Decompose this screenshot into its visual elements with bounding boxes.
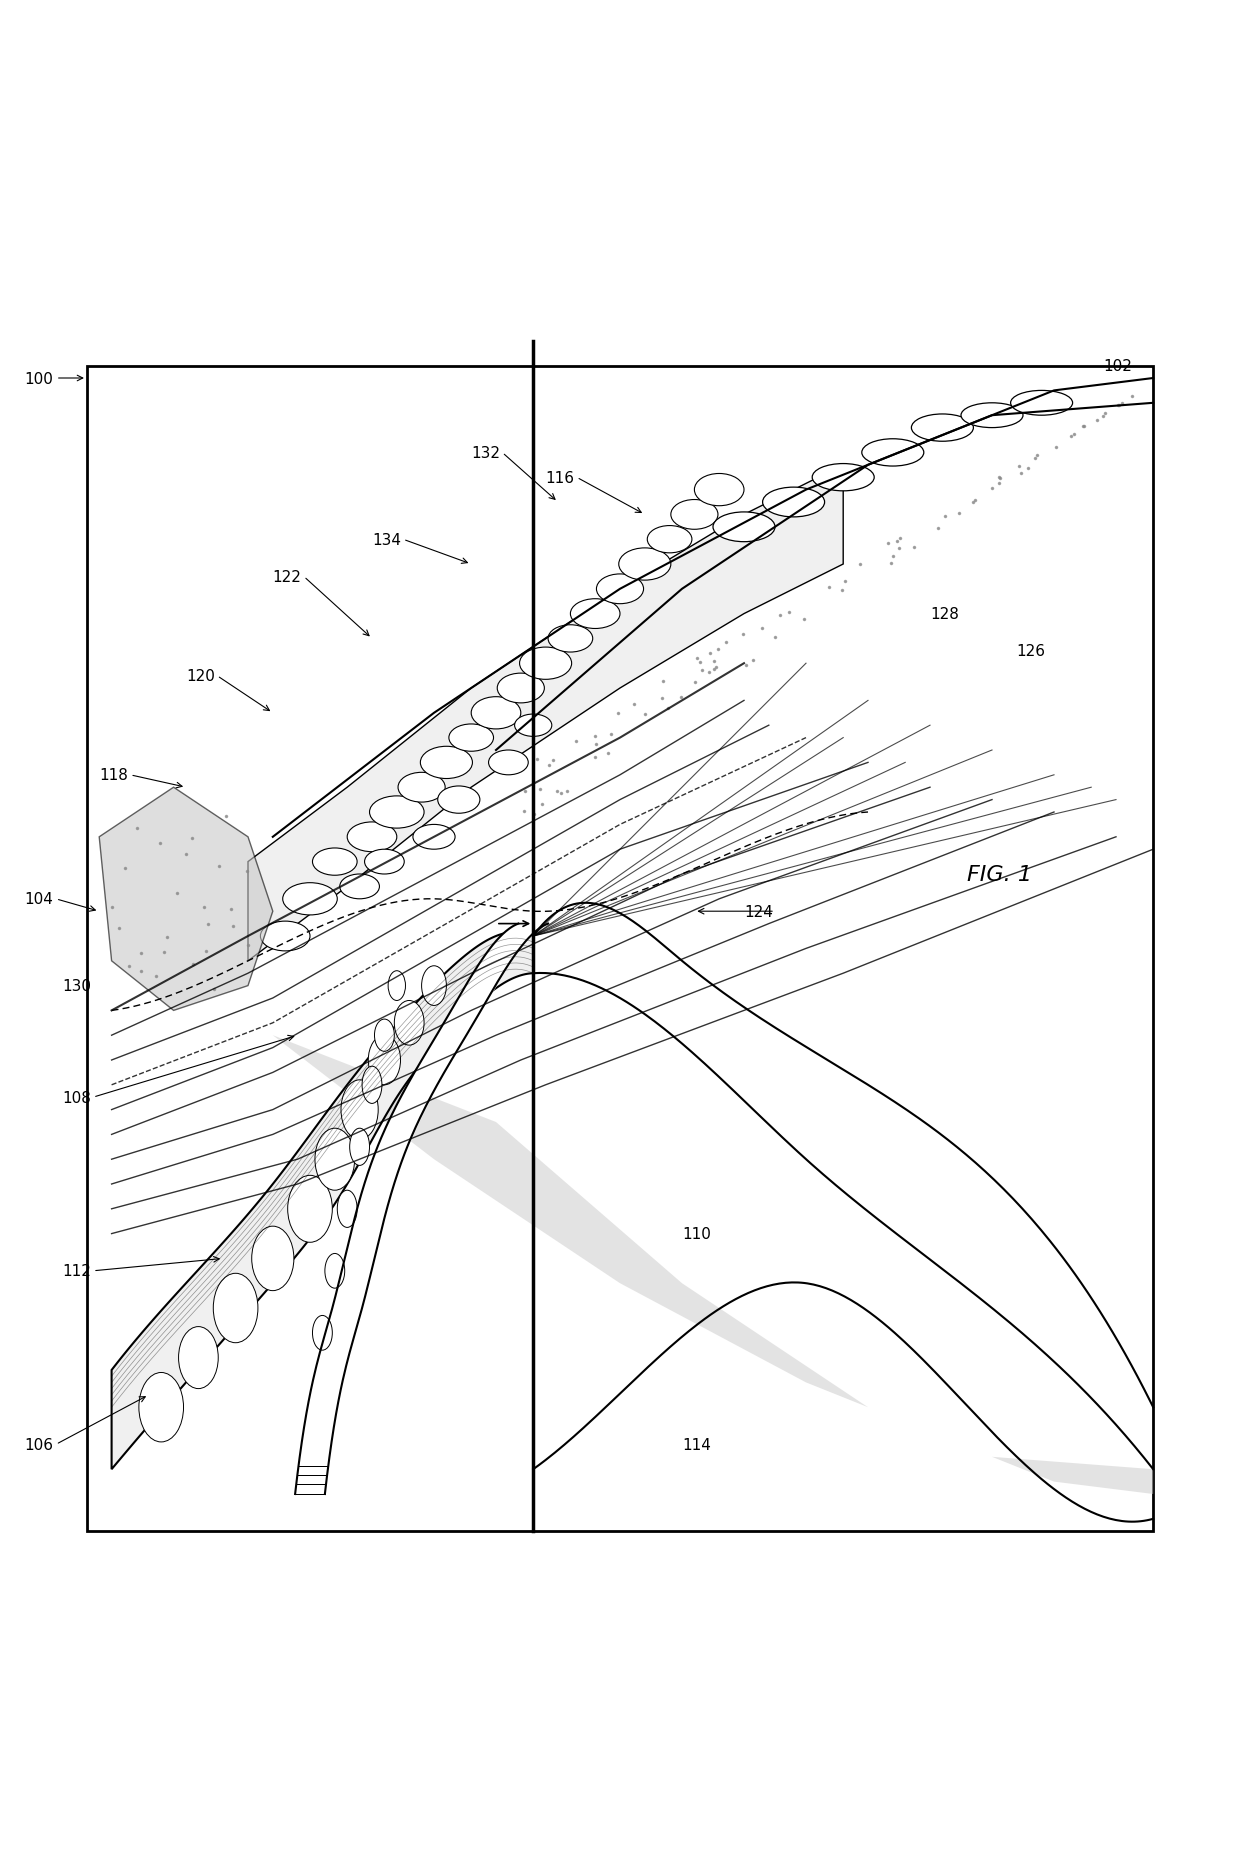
Ellipse shape	[763, 487, 825, 517]
Ellipse shape	[365, 850, 404, 875]
Ellipse shape	[671, 500, 718, 530]
Ellipse shape	[139, 1373, 184, 1442]
Polygon shape	[99, 789, 273, 1011]
Ellipse shape	[179, 1326, 218, 1390]
Text: 124: 124	[744, 905, 773, 920]
Ellipse shape	[370, 796, 424, 828]
Ellipse shape	[647, 526, 692, 554]
Ellipse shape	[520, 648, 572, 680]
Text: 104: 104	[25, 892, 53, 907]
Ellipse shape	[862, 440, 924, 466]
Ellipse shape	[911, 414, 973, 442]
Text: 118: 118	[99, 768, 128, 783]
Text: 114: 114	[682, 1437, 711, 1452]
Ellipse shape	[315, 1129, 355, 1191]
Ellipse shape	[388, 972, 405, 1000]
Text: 106: 106	[25, 1437, 53, 1452]
Bar	[87, 367, 1153, 1532]
Ellipse shape	[497, 674, 544, 704]
Polygon shape	[248, 466, 843, 961]
Text: 126: 126	[1017, 644, 1045, 659]
Ellipse shape	[438, 787, 480, 813]
Text: 122: 122	[273, 569, 301, 584]
Text: 120: 120	[186, 669, 215, 684]
Text: 108: 108	[62, 1090, 91, 1105]
Ellipse shape	[283, 884, 337, 916]
Ellipse shape	[394, 1000, 424, 1045]
Ellipse shape	[422, 966, 446, 1006]
Text: 110: 110	[682, 1227, 711, 1242]
Text: 102: 102	[1104, 360, 1132, 375]
Ellipse shape	[548, 626, 593, 652]
Text: 116: 116	[546, 470, 574, 485]
Ellipse shape	[312, 1315, 332, 1350]
Ellipse shape	[596, 575, 644, 605]
Ellipse shape	[260, 922, 310, 951]
Ellipse shape	[570, 599, 620, 629]
Ellipse shape	[398, 774, 445, 804]
Ellipse shape	[252, 1227, 294, 1290]
Text: 130: 130	[62, 978, 91, 993]
Ellipse shape	[449, 725, 494, 751]
Ellipse shape	[713, 513, 775, 543]
Text: 132: 132	[471, 446, 500, 461]
Ellipse shape	[420, 747, 472, 779]
Ellipse shape	[347, 822, 397, 852]
Ellipse shape	[350, 1129, 370, 1165]
Text: 134: 134	[372, 532, 401, 547]
Ellipse shape	[961, 403, 1023, 429]
Text: 100: 100	[25, 371, 53, 386]
Ellipse shape	[288, 1176, 332, 1242]
Ellipse shape	[368, 1036, 401, 1084]
Text: 112: 112	[62, 1264, 91, 1279]
Ellipse shape	[489, 751, 528, 775]
Ellipse shape	[619, 549, 671, 581]
Ellipse shape	[213, 1274, 258, 1343]
Ellipse shape	[337, 1191, 357, 1227]
Ellipse shape	[471, 697, 521, 729]
Ellipse shape	[312, 848, 357, 877]
Ellipse shape	[515, 715, 552, 736]
Ellipse shape	[694, 474, 744, 506]
Ellipse shape	[362, 1066, 382, 1103]
Ellipse shape	[341, 1081, 378, 1141]
Text: FIG. 1: FIG. 1	[967, 865, 1032, 884]
Ellipse shape	[812, 465, 874, 491]
Text: 128: 128	[930, 607, 959, 622]
Polygon shape	[273, 1036, 1153, 1495]
Ellipse shape	[413, 824, 455, 850]
Ellipse shape	[325, 1253, 345, 1289]
Ellipse shape	[374, 1019, 394, 1053]
Ellipse shape	[1011, 391, 1073, 416]
Polygon shape	[112, 933, 533, 1470]
Ellipse shape	[340, 875, 379, 899]
